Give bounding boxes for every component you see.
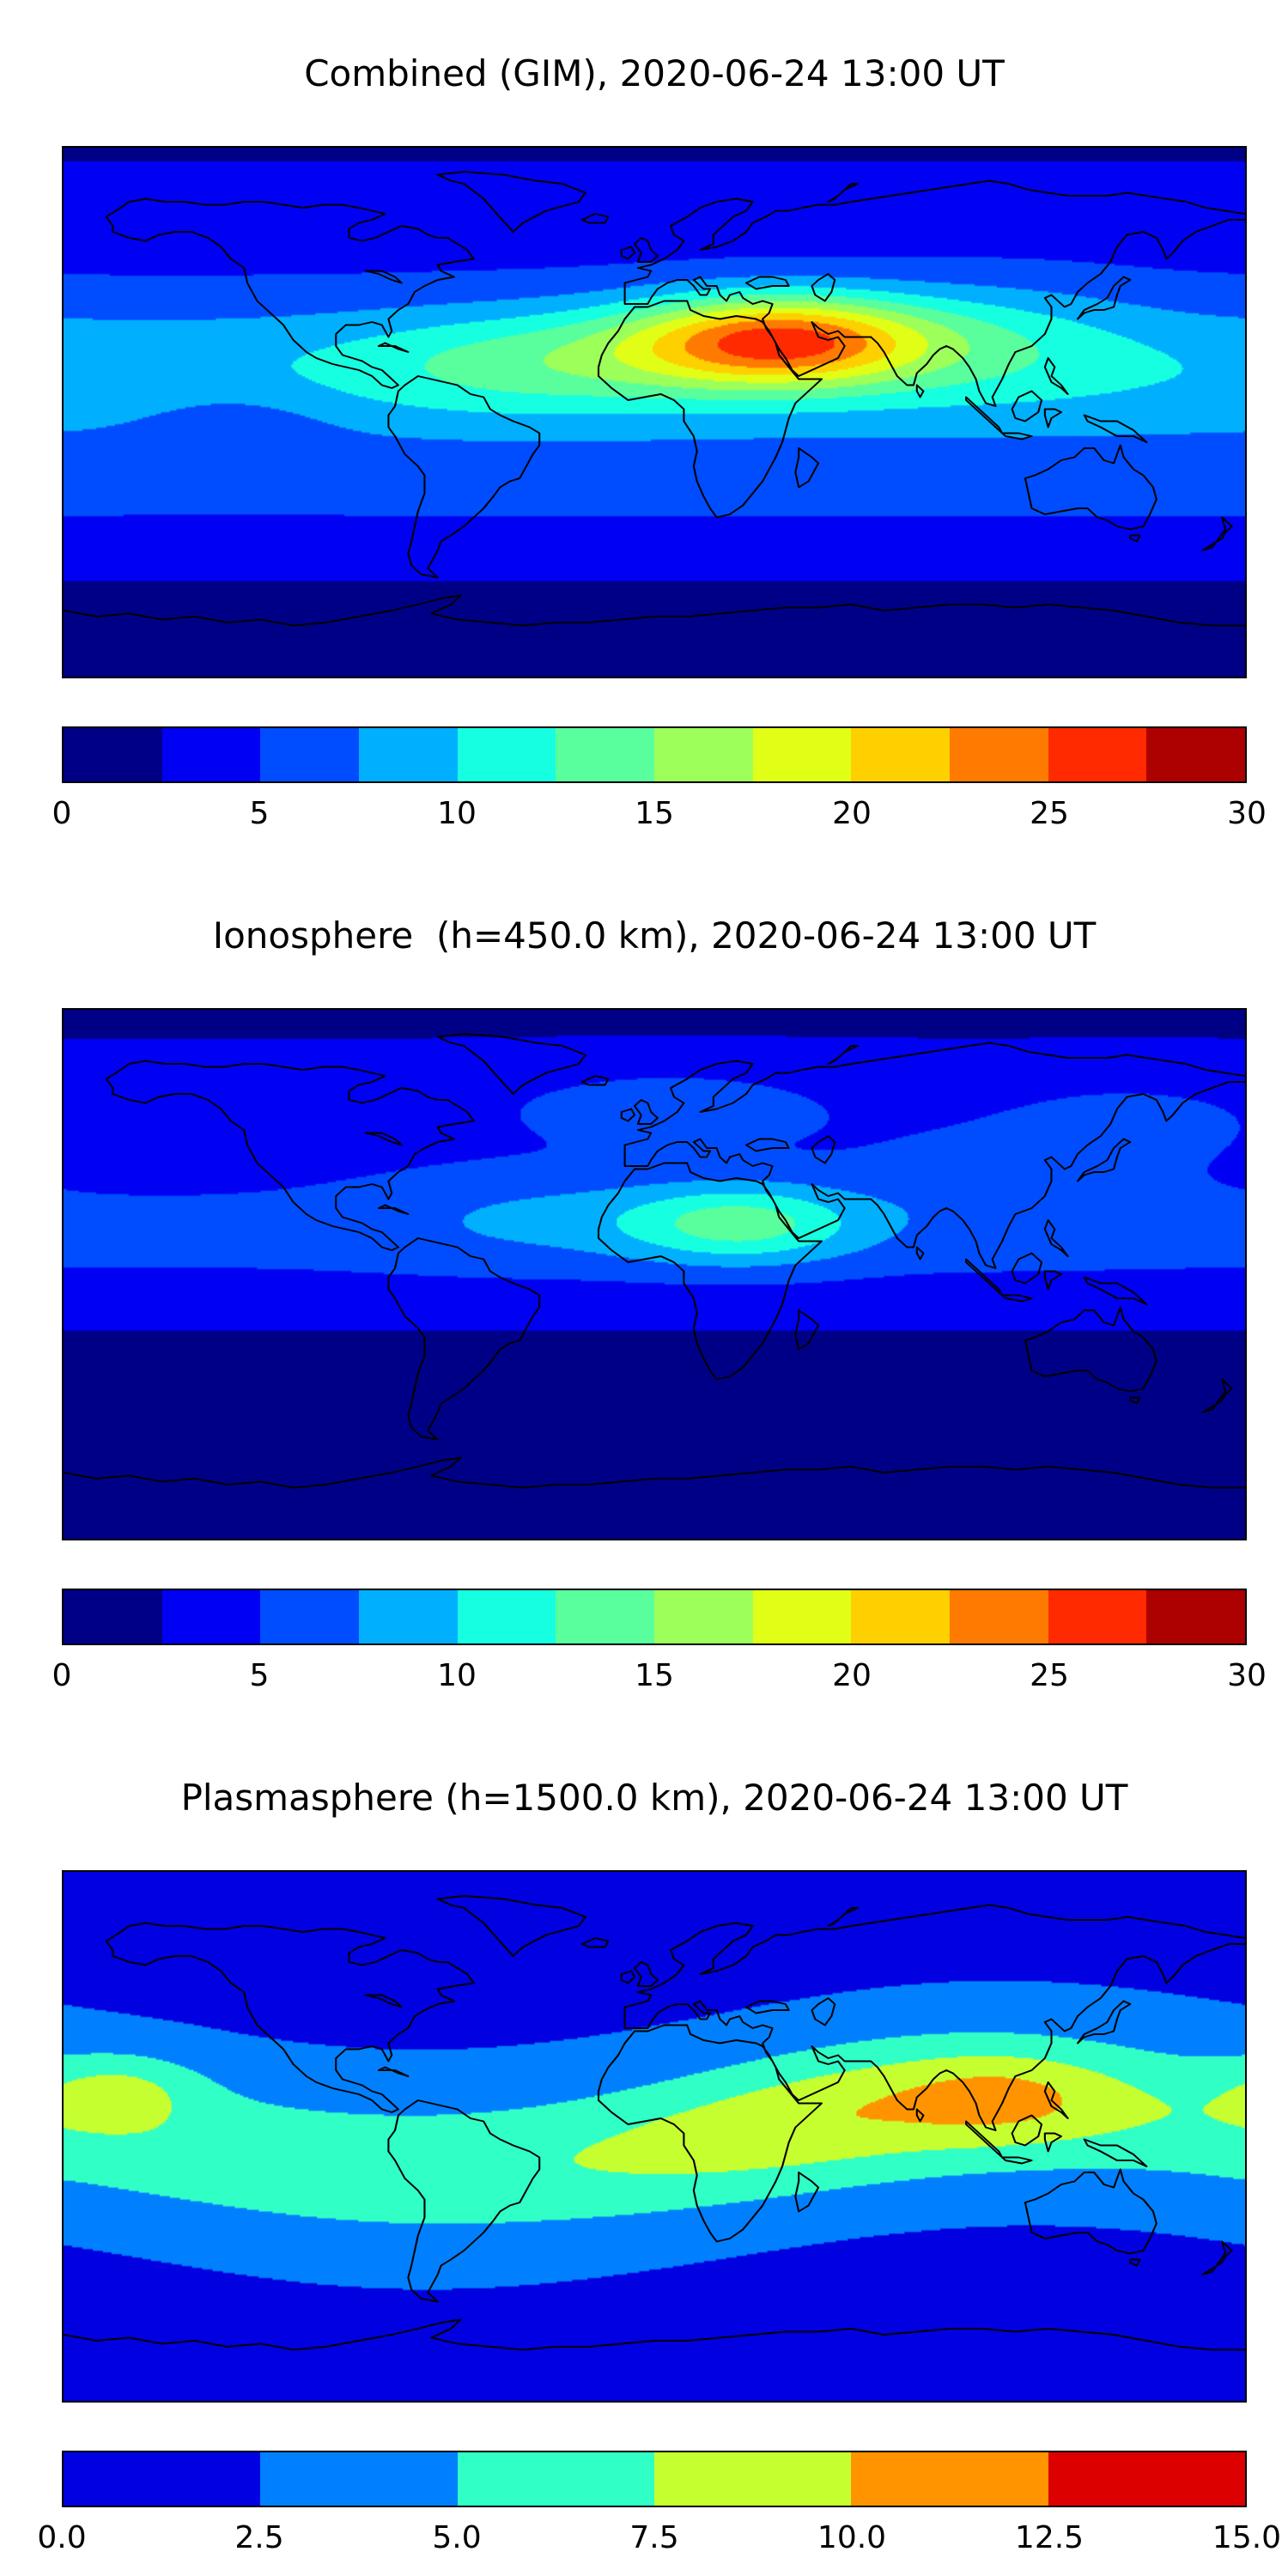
world-coastlines-overlay <box>64 171 1245 627</box>
colorbar-segment <box>752 1590 852 1643</box>
colorbar-tick-label: 0 <box>52 1658 72 1693</box>
colorbar-segment <box>457 728 556 781</box>
coastline-path <box>64 1033 1245 1489</box>
colorbar-tick-label: 15.0 <box>1212 2520 1282 2555</box>
colorbar-tick-label: 20 <box>832 796 872 831</box>
colorbar-segment <box>851 2452 1048 2506</box>
colorbar-segment <box>654 1590 753 1643</box>
colorbar-segment <box>654 728 753 781</box>
colorbar-tick-label: 20 <box>832 1658 872 1693</box>
colorbar-ticks-plasmasphere: 0.0 2.5 5.0 7.5 10.0 12.5 15.0 <box>37 2518 1281 2559</box>
tec-contour-canvas-combined <box>64 148 1245 677</box>
colorbar-segment <box>64 728 162 781</box>
colorbar-tick-label: 30 <box>1227 1658 1267 1693</box>
map-plasmasphere <box>62 1870 1247 2403</box>
coastline-path <box>64 1895 1245 2351</box>
colorbar-tick-label: 2.5 <box>234 2520 284 2555</box>
colorbar-segment <box>851 728 951 781</box>
panel-title-plasmasphere: Plasmasphere (h=1500.0 km), 2020-06-24 1… <box>180 1777 1128 1819</box>
colorbar-segment <box>1146 1590 1246 1643</box>
colorbar-ticks-ionosphere: 0 5 10 15 20 25 30 <box>52 1656 1267 1697</box>
colorbar-tick-label: 0.0 <box>37 2520 87 2555</box>
colorbar-segment <box>1048 728 1147 781</box>
colorbar-segment <box>359 728 458 781</box>
colorbar-tick-label: 12.5 <box>1014 2520 1084 2555</box>
colorbar-segment <box>359 1590 458 1643</box>
colorbar-tick-label: 15 <box>635 796 674 831</box>
colorbar-tick-label: 25 <box>1030 796 1069 831</box>
colorbar-segment <box>950 1590 1048 1643</box>
colorbar-segment <box>260 1590 360 1643</box>
panel-plasmasphere: Plasmasphere (h=1500.0 km), 2020-06-24 1… <box>0 1772 1281 2559</box>
colorbar-tick-label: 15 <box>635 1658 674 1693</box>
colorbar-segment <box>1048 2452 1245 2506</box>
colorbar-tick-label: 10.0 <box>817 2520 887 2555</box>
colorbar-segment <box>64 1590 162 1643</box>
world-coastlines-overlay <box>64 1033 1245 1489</box>
colorbar-tick-label: 5 <box>249 796 270 831</box>
colorbar-segment <box>556 728 655 781</box>
colorbar-tick-label: 30 <box>1227 796 1267 831</box>
colorbar-segment <box>752 728 852 781</box>
colorbar-segment <box>851 1590 951 1643</box>
colorbar-tick-label: 10 <box>437 796 477 831</box>
colorbar-tick-label: 25 <box>1030 1658 1069 1693</box>
coastline-path <box>64 171 1245 627</box>
colorbar-segment <box>1146 728 1246 781</box>
tec-contour-canvas-plasmasphere <box>64 1872 1245 2401</box>
panel-ionosphere: Ionosphere (h=450.0 km), 2020-06-24 13:0… <box>0 910 1267 1697</box>
colorbar-tick-label: 10 <box>437 1658 477 1693</box>
colorbar-plasmasphere <box>62 2451 1247 2507</box>
colorbar-ionosphere <box>62 1589 1247 1645</box>
panel-title-ionosphere: Ionosphere (h=450.0 km), 2020-06-24 13:0… <box>212 914 1097 957</box>
colorbar-combined <box>62 726 1247 783</box>
map-combined <box>62 146 1247 678</box>
colorbar-segment <box>260 2452 458 2506</box>
panel-combined: Combined (GIM), 2020-06-24 13:00 UT 0 5 10… <box>0 48 1267 835</box>
colorbar-segment <box>260 728 360 781</box>
colorbar-tick-label: 0 <box>52 796 72 831</box>
colorbar-ticks-combined: 0 5 10 15 20 25 30 <box>52 793 1267 835</box>
colorbar-tick-label: 5.0 <box>432 2520 482 2555</box>
map-ionosphere <box>62 1008 1247 1540</box>
colorbar-segment <box>457 1590 556 1643</box>
colorbar-segment <box>556 1590 655 1643</box>
colorbar-tick-label: 5 <box>249 1658 270 1693</box>
colorbar-segment <box>1048 1590 1147 1643</box>
colorbar-segment <box>161 1590 261 1643</box>
colorbar-segment <box>457 2452 654 2506</box>
colorbar-segment <box>653 2452 852 2506</box>
tec-contour-canvas-ionosphere <box>64 1010 1245 1539</box>
world-coastlines-overlay <box>64 1895 1245 2351</box>
colorbar-segment <box>950 728 1048 781</box>
colorbar-segment <box>161 728 261 781</box>
colorbar-tick-label: 7.5 <box>629 2520 679 2555</box>
panel-title-combined: Combined (GIM), 2020-06-24 13:00 UT <box>304 52 1005 94</box>
colorbar-segment <box>64 2452 261 2506</box>
